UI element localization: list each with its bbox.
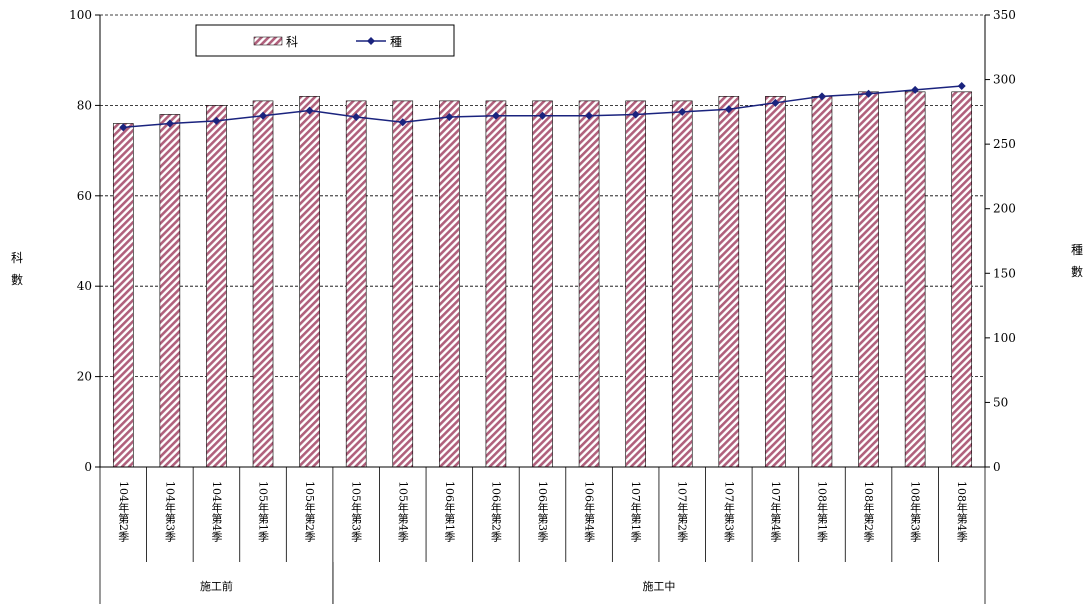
bar (159, 114, 181, 468)
right-tick-label: 250 (993, 137, 1016, 151)
category-label: 105年第2季 (303, 481, 316, 543)
category-label: 106年第1季 (443, 481, 456, 543)
category-label: 105年第1季 (257, 481, 270, 543)
legend-marker-swatch (367, 37, 375, 45)
left-tick-label: 0 (84, 460, 92, 474)
bar (671, 100, 693, 468)
right-tick-label: 300 (993, 73, 1016, 87)
line-point (352, 113, 361, 122)
legend-box (195, 24, 455, 57)
legend-label-line: 種 (390, 35, 402, 49)
line-point (864, 89, 873, 98)
left-tick-label: 20 (77, 370, 92, 384)
category-label: 107年第2季 (676, 481, 689, 543)
right-tick-label: 100 (993, 331, 1016, 345)
right-tick-label: 50 (993, 395, 1008, 409)
line-point (259, 111, 268, 120)
category-label: 104年第4季 (210, 481, 223, 543)
bar (951, 91, 973, 468)
right-tick-label: 0 (993, 460, 1001, 474)
category-label: 104年第3季 (163, 481, 176, 543)
category-label: 107年第1季 (629, 481, 642, 543)
bar (858, 91, 879, 468)
category-label: 106年第2季 (489, 481, 502, 543)
category-label: 108年第1季 (815, 481, 828, 543)
bar (345, 100, 367, 468)
plot-frame (99, 15, 986, 468)
bar (904, 91, 926, 468)
line-point (911, 85, 920, 94)
line-point (165, 119, 174, 128)
category-label: 108年第3季 (909, 481, 922, 543)
category-label: 107年第3季 (722, 481, 735, 543)
line-series (119, 82, 966, 132)
left-tick-label: 100 (69, 8, 92, 22)
bar (252, 100, 274, 468)
category-label: 108年第2季 (862, 481, 875, 543)
legend: 科 種 (195, 24, 455, 57)
legend-label-bars: 科 (286, 35, 298, 49)
category-axis: 104年第2季 104年第3季 104年第4季 105年第1季 105年第2季 105年第… (99, 467, 986, 604)
line-point (724, 105, 733, 114)
right-tick-label: 200 (993, 202, 1016, 216)
group-label: 施工前 (200, 579, 233, 593)
line-point (212, 116, 221, 125)
line-point (678, 107, 687, 116)
line-point (957, 82, 966, 91)
category-label: 104年第2季 (117, 481, 130, 543)
bar-series (112, 91, 973, 468)
line-point (817, 92, 826, 101)
left-tick-label: 40 (77, 279, 92, 293)
bar (112, 123, 134, 468)
line-point (398, 118, 407, 127)
axis-ticks: 0 20 40 60 80 100 0 50 100 150 200 250 300 350 (69, 8, 1016, 474)
line-point (585, 111, 594, 120)
line-point (491, 111, 500, 120)
bar (625, 100, 646, 468)
bar (299, 96, 320, 468)
right-tick-label: 350 (993, 8, 1016, 22)
left-tick-label: 60 (77, 189, 92, 203)
category-label: 106年第4季 (583, 481, 596, 543)
right-axis-title: 種數 (1071, 243, 1083, 279)
line-point (445, 113, 454, 122)
left-tick-label: 80 (77, 98, 92, 112)
left-axis-title: 科數 (11, 251, 23, 287)
category-label: 105年第3季 (350, 481, 363, 543)
bar (439, 100, 460, 468)
line-point (771, 98, 780, 107)
legend-bar-swatch (253, 36, 283, 46)
bar (392, 100, 414, 468)
bar (485, 100, 507, 468)
category-label: 108年第4季 (955, 481, 968, 543)
bar (718, 96, 740, 468)
line-point (631, 110, 640, 119)
bar (532, 100, 553, 468)
category-label: 107年第4季 (769, 481, 782, 543)
line-point (305, 106, 314, 115)
line-point (538, 111, 547, 120)
category-label: 105年第4季 (396, 481, 409, 543)
bar (811, 96, 833, 468)
line-point (119, 123, 128, 132)
bar (765, 96, 786, 468)
right-tick-label: 150 (993, 266, 1016, 280)
group-label: 施工中 (642, 580, 675, 593)
bar (206, 105, 227, 468)
bar (578, 100, 600, 468)
category-label: 106年第3季 (536, 481, 549, 543)
